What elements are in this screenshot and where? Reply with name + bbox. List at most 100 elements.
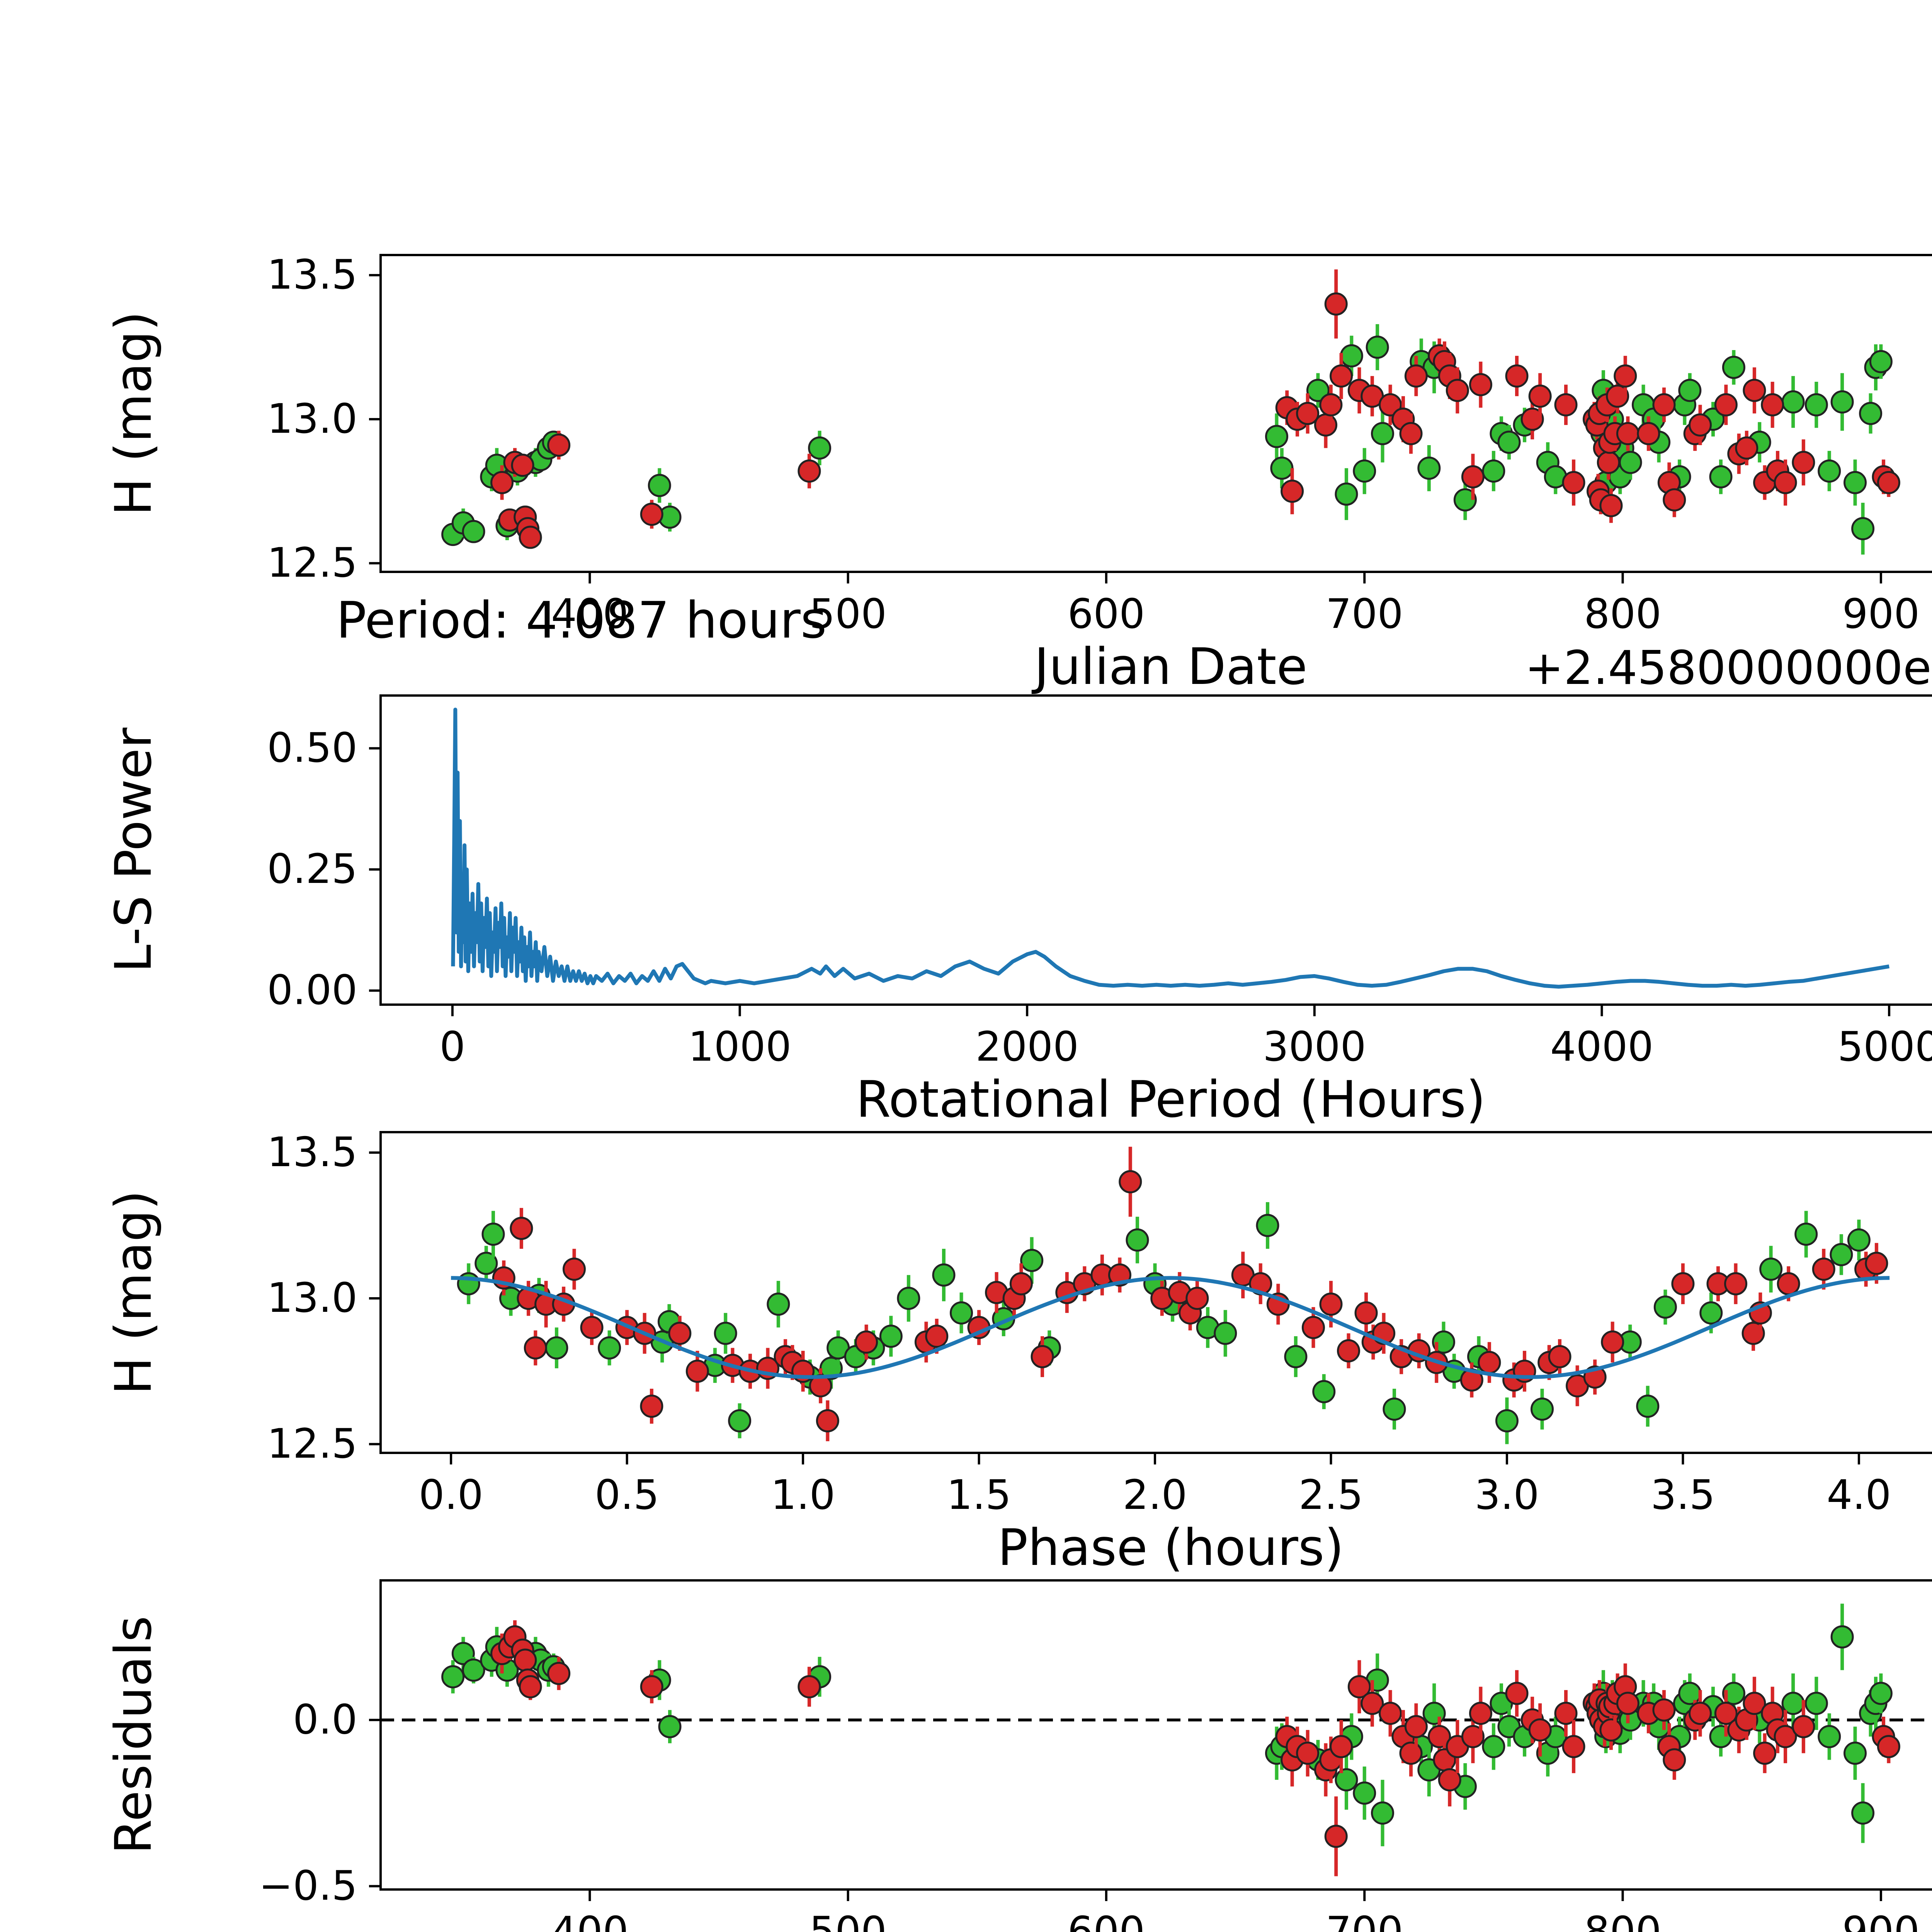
data-point — [1781, 390, 1805, 414]
data-point — [932, 1263, 956, 1287]
data-point — [451, 1642, 475, 1665]
data-point — [1469, 373, 1492, 396]
data-point — [1606, 384, 1629, 408]
x-tick-label: 400 — [551, 590, 628, 638]
data-point — [547, 1662, 571, 1685]
y-axis-label: H (mag) — [104, 311, 163, 515]
x-tick-label: 5000 — [1837, 1023, 1932, 1070]
data-point — [462, 520, 485, 543]
data-point — [1735, 436, 1759, 460]
data-point — [514, 1648, 537, 1672]
data-point — [798, 1675, 821, 1699]
data-point — [640, 502, 663, 526]
y-axis-label: L-S Power — [104, 727, 163, 972]
data-point — [1281, 480, 1304, 503]
data-point — [441, 1665, 465, 1689]
data-point — [1830, 390, 1854, 414]
data-point — [640, 1395, 663, 1418]
data-point — [728, 1409, 752, 1433]
data-point — [1371, 422, 1395, 446]
data-point — [1830, 1625, 1854, 1649]
data-point — [1520, 407, 1544, 431]
period-annotation: Period: 4.087 hours — [336, 591, 827, 650]
data-point — [816, 1409, 839, 1433]
data-point — [1869, 1682, 1893, 1705]
data-point — [1185, 1287, 1209, 1310]
data-point — [897, 1287, 920, 1310]
data-point — [1637, 422, 1660, 446]
residuals-series-red — [490, 1620, 1900, 1876]
data-point — [1337, 1339, 1361, 1362]
y-tick-label: 13.0 — [267, 395, 357, 442]
data-point — [1794, 1223, 1818, 1246]
data-point — [1324, 1825, 1348, 1848]
data-point — [1689, 413, 1712, 437]
data-point — [1330, 1735, 1353, 1759]
x-tick-label: 1.5 — [947, 1471, 1011, 1519]
data-point — [1366, 335, 1389, 359]
data-point — [1689, 1702, 1712, 1725]
data-point — [879, 1325, 903, 1348]
data-point — [462, 1658, 485, 1682]
data-point — [1347, 1675, 1371, 1699]
data-point — [1497, 430, 1521, 454]
data-point — [1214, 1321, 1237, 1345]
data-point — [481, 1223, 505, 1246]
data-point — [1505, 364, 1529, 388]
data-point — [1399, 422, 1423, 446]
data-point — [1495, 1409, 1519, 1433]
data-point — [598, 1336, 621, 1360]
x-tick-label: 600 — [1068, 1908, 1145, 1932]
data-point — [925, 1325, 949, 1348]
y-tick-label: 13.0 — [267, 1274, 357, 1321]
data-point — [1869, 350, 1893, 373]
data-point — [1792, 1715, 1815, 1738]
data-point — [1404, 1715, 1428, 1738]
data-point — [1265, 425, 1289, 448]
jd-magnitude-series-red — [490, 269, 1900, 549]
data-point — [1469, 1702, 1492, 1725]
x-tick-label: 4000 — [1550, 1023, 1653, 1070]
data-point — [1312, 1380, 1336, 1403]
periodogram-panel: 0 1000 2000 3000 4000 5000 0.00 0.25 0.50 Rotatio… — [104, 591, 1932, 1129]
data-point — [1399, 1742, 1423, 1765]
data-point — [1774, 1725, 1797, 1748]
model-fit-curve — [451, 1276, 1890, 1379]
x-tick-label: 500 — [809, 1908, 886, 1932]
data-point — [1528, 1718, 1552, 1742]
data-point — [1722, 1682, 1745, 1705]
data-point — [1759, 1257, 1783, 1281]
data-point — [1453, 488, 1477, 512]
data-point — [1482, 1735, 1505, 1759]
data-point — [1851, 1801, 1875, 1825]
data-point — [524, 1336, 547, 1360]
data-point — [563, 1257, 586, 1281]
x-tick-label: 800 — [1584, 590, 1661, 638]
axes-spines — [379, 254, 1932, 573]
jd-magnitude-panel: 400 500 600 700 800 900 12.5 13.0 13.5 Julian Dat… — [104, 251, 1932, 696]
data-point — [1859, 402, 1883, 425]
data-point — [1478, 1351, 1501, 1374]
data-point — [1528, 384, 1552, 408]
data-point — [547, 433, 571, 457]
data-point — [1119, 1170, 1142, 1194]
data-point — [1314, 413, 1337, 437]
axes-spines — [379, 1579, 1932, 1891]
x-tick-label: 600 — [1068, 590, 1145, 638]
data-point — [1714, 1702, 1738, 1725]
data-point — [1296, 402, 1320, 425]
data-point — [648, 474, 671, 497]
x-tick-label: 4.0 — [1827, 1471, 1891, 1519]
y-tick-label: 13.5 — [267, 1129, 357, 1176]
data-point — [1877, 1735, 1900, 1759]
x-axis-label: Phase (hours) — [998, 1518, 1344, 1577]
data-point — [1482, 459, 1505, 483]
data-point — [1699, 1301, 1723, 1325]
data-point — [1461, 1725, 1485, 1748]
data-point — [1724, 1272, 1748, 1296]
x-tick-label: 3000 — [1263, 1023, 1366, 1070]
data-point — [1678, 379, 1702, 402]
data-point — [1804, 393, 1828, 417]
data-point — [808, 436, 832, 460]
